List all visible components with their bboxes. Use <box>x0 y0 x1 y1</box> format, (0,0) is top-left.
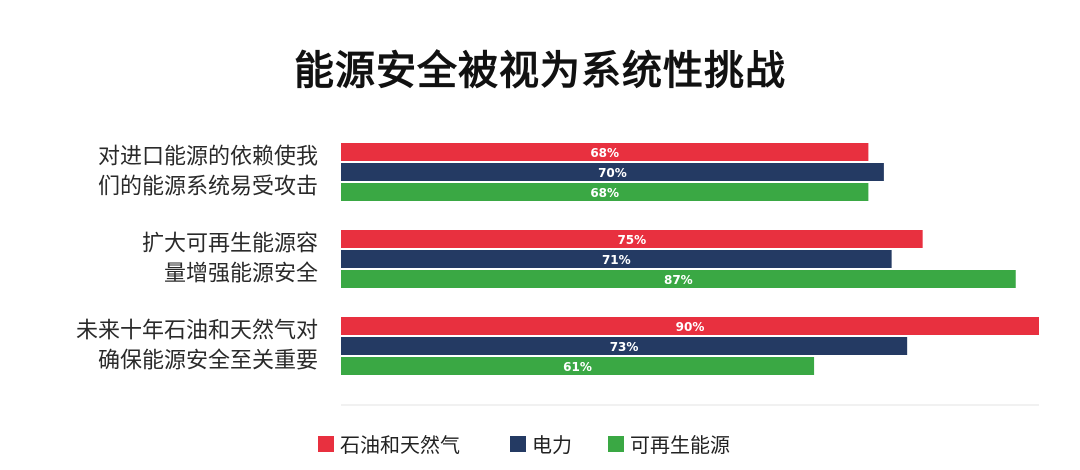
bar-value-label: 75% <box>617 233 646 247</box>
bar-value-label: 70% <box>598 166 627 180</box>
category-label: 扩大可再生能源容 <box>142 232 318 257</box>
legend-label: 可再生能源 <box>630 433 730 457</box>
bar <box>341 143 869 161</box>
legend-swatch <box>318 436 334 452</box>
bar <box>341 337 908 355</box>
category-label: 们的能源系统易受攻击 <box>98 175 318 200</box>
legend: 石油和天然气 电力 可再生能源 <box>318 433 730 457</box>
bar <box>341 163 884 181</box>
category-label: 对进口能源的依赖使我 <box>98 145 318 170</box>
legend-swatch <box>608 436 624 452</box>
bar <box>341 183 869 201</box>
chart-title: 能源安全被视为系统性挑战 <box>294 48 786 94</box>
bar-value-label: 73% <box>610 340 639 354</box>
bar <box>341 317 1039 335</box>
bar <box>341 250 892 268</box>
bar <box>341 357 815 375</box>
category-labels: 对进口能源的依赖使我们的能源系统易受攻击扩大可再生能源容量增强能源安全未来十年石… <box>76 145 318 374</box>
legend-label: 电力 <box>532 433 572 457</box>
bar-value-label: 90% <box>676 320 705 334</box>
bar-value-label: 68% <box>590 146 619 160</box>
bars-group: 68% 70% 68% 75% 71% 87% 90% 73% 61% <box>341 143 1039 375</box>
bar <box>341 270 1016 288</box>
category-label: 量增强能源安全 <box>164 262 318 287</box>
bar <box>341 230 923 248</box>
category-label: 未来十年石油和天然气对 <box>76 319 318 344</box>
legend-swatch <box>510 436 526 452</box>
legend-label: 石油和天然气 <box>340 433 460 457</box>
bar-value-label: 61% <box>563 360 592 374</box>
category-label: 确保能源安全至关重要 <box>98 349 318 374</box>
bar-value-label: 71% <box>602 253 631 267</box>
bar-value-label: 68% <box>590 186 619 200</box>
bar-value-label: 87% <box>664 273 693 287</box>
